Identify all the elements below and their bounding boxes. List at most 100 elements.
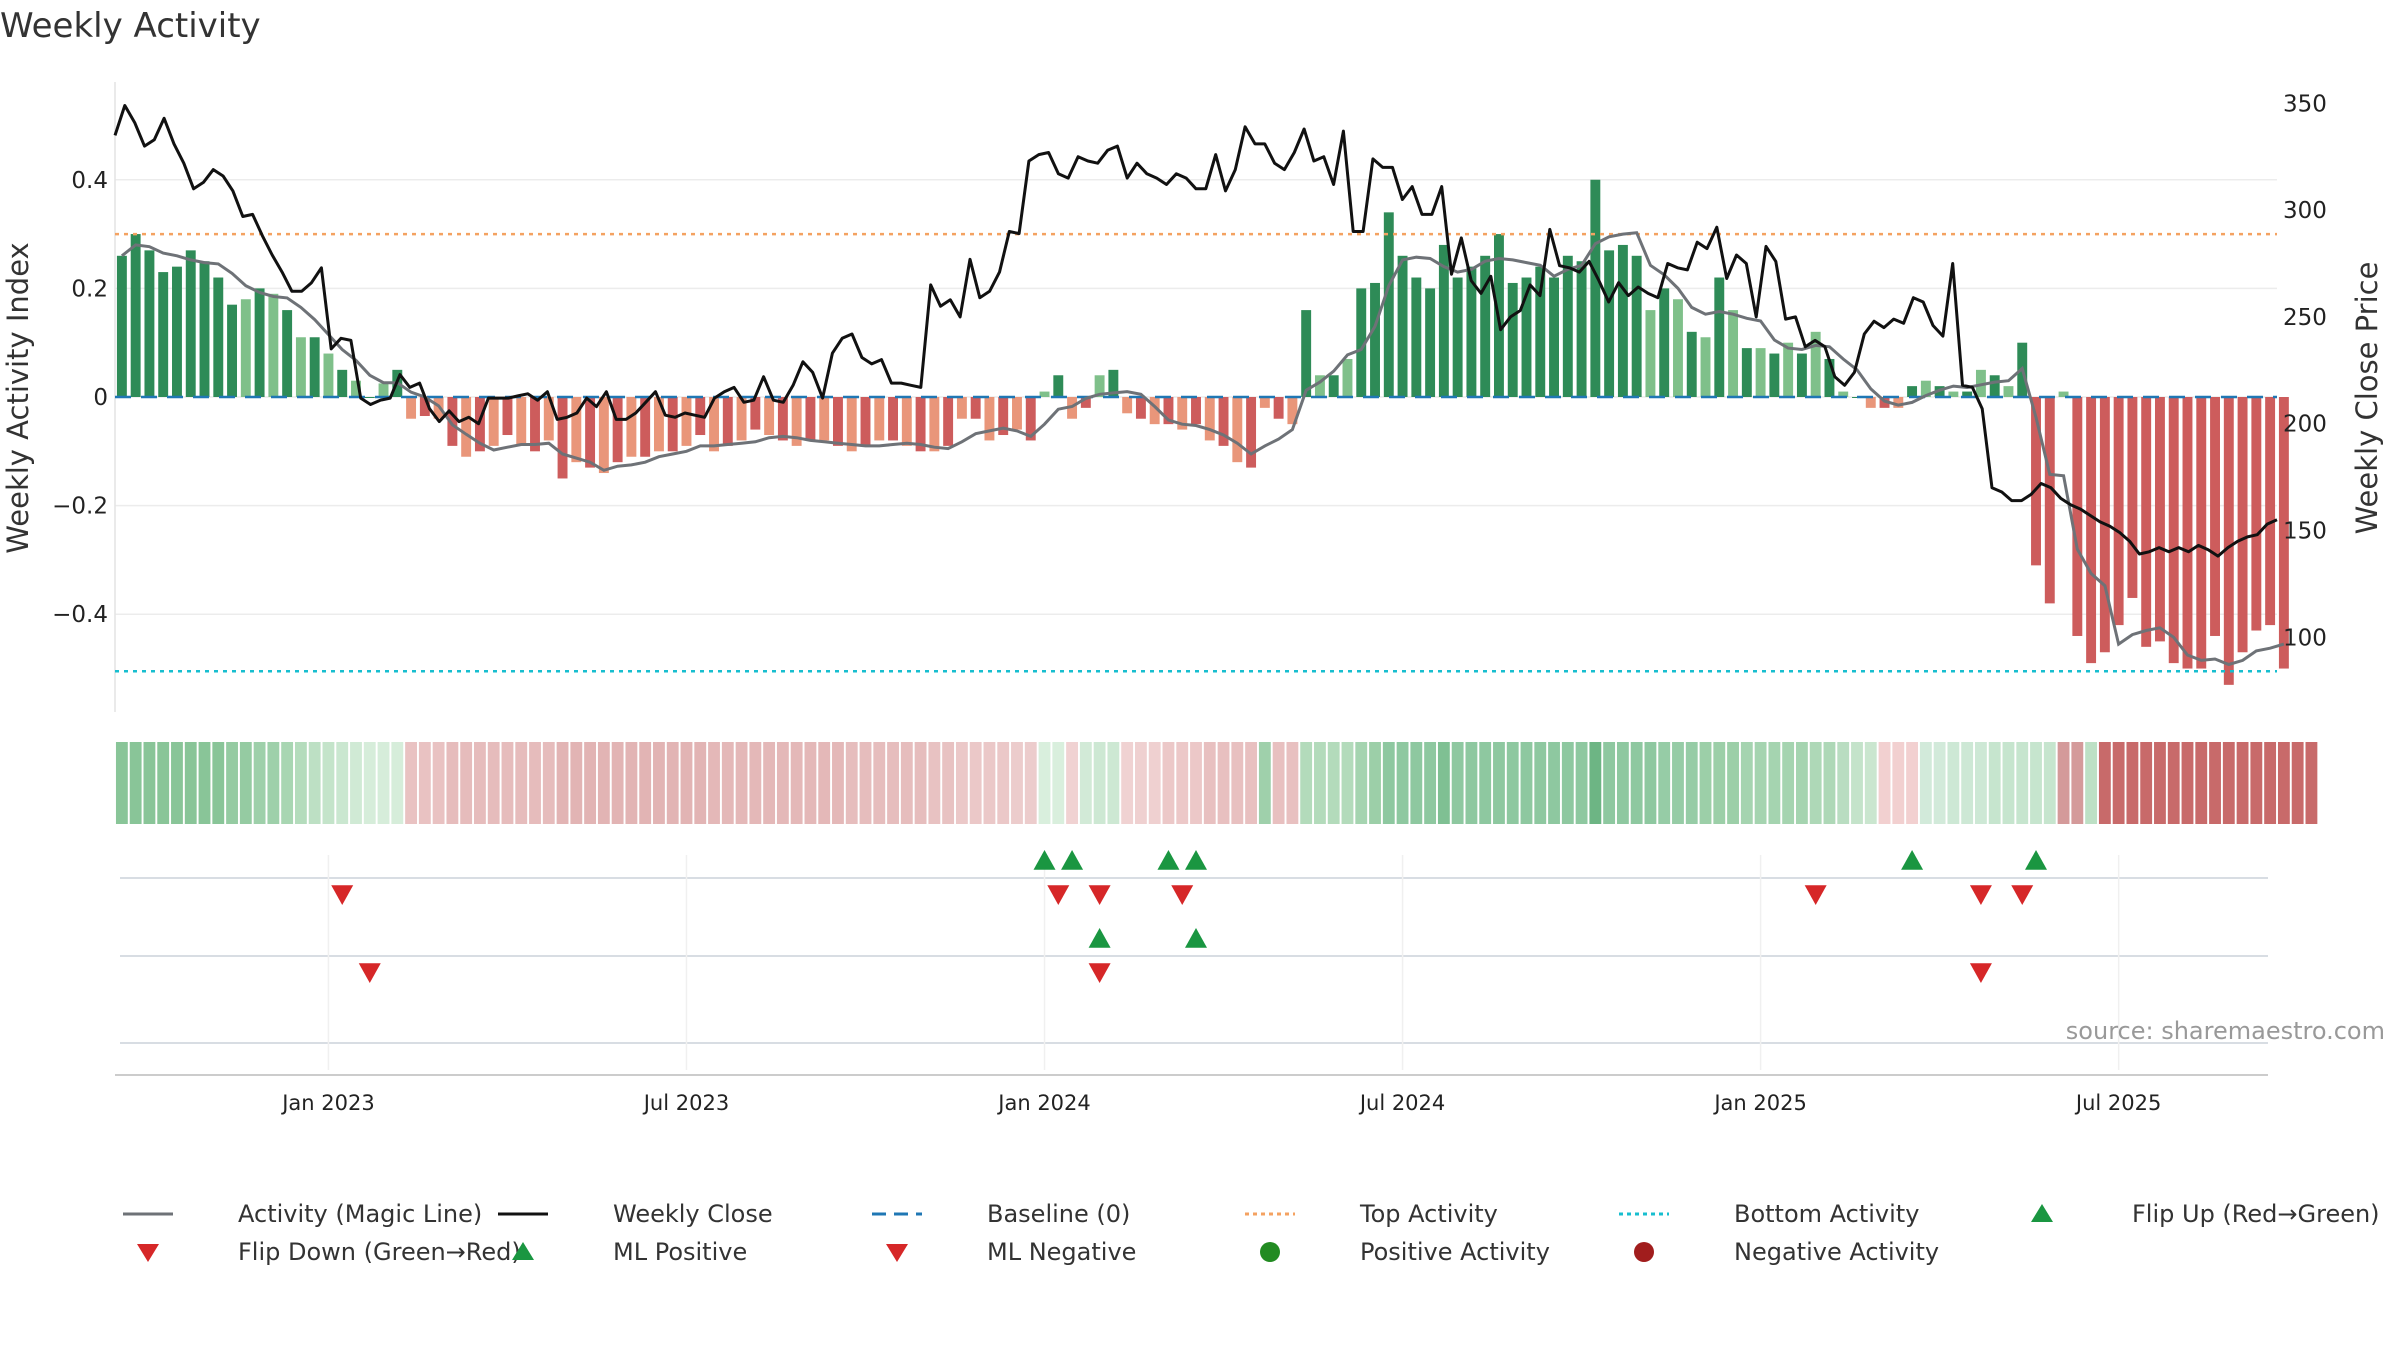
activity-heat-strip bbox=[115, 742, 2318, 824]
activity-bar bbox=[1232, 397, 1243, 463]
chart-title: Weekly Activity bbox=[0, 6, 261, 46]
strip-cell bbox=[2264, 742, 2277, 824]
strip-cell bbox=[1162, 742, 1175, 824]
activity-bar bbox=[970, 397, 981, 419]
activity-bar bbox=[1507, 282, 1518, 397]
activity-bar bbox=[1012, 397, 1022, 430]
activity-bar bbox=[1728, 310, 1739, 397]
left-tick-label: −0.2 bbox=[52, 494, 108, 520]
x-tick-label: Jan 2024 bbox=[996, 1091, 1091, 1115]
x-tick-label: Jul 2025 bbox=[2074, 1091, 2161, 1115]
activity-bar bbox=[116, 255, 127, 397]
activity-bar bbox=[2003, 386, 2014, 397]
strip-cell bbox=[171, 742, 183, 824]
activity-bar bbox=[1824, 358, 1835, 397]
x-tick-label: Jan 2023 bbox=[280, 1091, 375, 1115]
strip-cell bbox=[2291, 742, 2304, 824]
strip-cell bbox=[2154, 742, 2166, 824]
flip-up-marker bbox=[1157, 850, 1180, 870]
strip-cell bbox=[1561, 742, 1574, 824]
activity-bar bbox=[1631, 255, 1642, 397]
activity-bar bbox=[254, 288, 265, 397]
strip-cell bbox=[1795, 742, 1808, 824]
strip-cell bbox=[708, 742, 720, 824]
activity-bar bbox=[943, 397, 954, 446]
strip-cell bbox=[281, 742, 294, 824]
legend-label: Positive Activity bbox=[1360, 1238, 1550, 1266]
strip-cell bbox=[418, 742, 431, 824]
activity-bar bbox=[901, 397, 912, 446]
activity-bar bbox=[1480, 255, 1491, 397]
activity-bar bbox=[874, 397, 885, 441]
strip-cell bbox=[818, 742, 831, 824]
activity-bar bbox=[1094, 375, 1105, 397]
strip-cell bbox=[1727, 742, 1739, 824]
legend-label: ML Negative bbox=[987, 1238, 1136, 1266]
activity-bar bbox=[998, 397, 1009, 436]
activity-bar bbox=[144, 250, 155, 397]
strip-cell bbox=[391, 742, 404, 824]
strip-cell bbox=[1190, 742, 1202, 824]
activity-bar bbox=[1218, 397, 1229, 446]
strip-cell bbox=[2126, 742, 2139, 824]
strip-cell bbox=[1754, 742, 1767, 824]
activity-bar bbox=[1204, 397, 1215, 441]
legend-swatch-up bbox=[512, 1242, 534, 1260]
right-axis-ticks: 350 300 250 200 150 100 bbox=[2283, 91, 2327, 651]
ml-positive-marker bbox=[1088, 928, 1111, 948]
strip-cell bbox=[1768, 742, 1781, 824]
activity-bar bbox=[1893, 397, 1904, 408]
activity-bar bbox=[172, 266, 182, 397]
strip-cell bbox=[405, 742, 417, 824]
activity-bar bbox=[2223, 397, 2234, 685]
strip-cell bbox=[1892, 742, 1905, 824]
activity-bar bbox=[709, 397, 719, 452]
strip-cell bbox=[653, 742, 665, 824]
legend-swatch-down bbox=[137, 1244, 159, 1262]
activity-bars bbox=[116, 179, 2289, 685]
activity-bar bbox=[488, 397, 499, 446]
activity-bar bbox=[860, 397, 871, 446]
strip-cell bbox=[2209, 742, 2221, 824]
legend-label: Top Activity bbox=[1359, 1200, 1498, 1228]
strip-cell bbox=[1809, 742, 1822, 824]
activity-bar bbox=[1659, 288, 1670, 397]
activity-bar bbox=[929, 397, 940, 452]
strip-cell bbox=[1878, 742, 1891, 824]
strip-cell bbox=[1258, 742, 1271, 824]
strip-cell bbox=[1506, 742, 1519, 824]
strip-cell bbox=[2140, 742, 2153, 824]
activity-bar bbox=[1466, 266, 1477, 397]
strip-cell bbox=[1988, 742, 2001, 824]
strip-cell bbox=[1396, 742, 1409, 824]
strip-cell bbox=[529, 742, 541, 824]
strip-cell bbox=[1341, 742, 1354, 824]
legend: Activity (Magic Line) Weekly Close Baselin… bbox=[123, 1200, 2380, 1266]
strip-cell bbox=[1024, 742, 1037, 824]
strip-cell bbox=[1616, 742, 1629, 824]
activity-bar bbox=[1920, 380, 1931, 397]
x-tick-label: Jul 2023 bbox=[642, 1091, 729, 1115]
legend-label: ML Positive bbox=[613, 1238, 747, 1266]
strip-cell bbox=[432, 742, 445, 824]
strip-cell bbox=[1176, 742, 1189, 824]
strip-cell bbox=[570, 742, 583, 824]
strip-cell bbox=[680, 742, 693, 824]
strip-cell bbox=[363, 742, 376, 824]
strip-cell bbox=[1658, 742, 1671, 824]
activity-bar bbox=[268, 293, 279, 397]
flip-down-marker bbox=[1047, 885, 1070, 905]
activity-bar bbox=[1535, 266, 1546, 397]
strip-cell bbox=[1713, 742, 1726, 824]
legend-label: Activity (Magic Line) bbox=[238, 1200, 482, 1228]
strip-cell bbox=[1575, 742, 1588, 824]
source-note: source: sharemaestro.com bbox=[2066, 1017, 2385, 1045]
activity-bar bbox=[1301, 310, 1312, 397]
activity-bar bbox=[1383, 212, 1394, 397]
activity-bar bbox=[158, 272, 169, 397]
weekly-close-line bbox=[113, 104, 2278, 558]
legend-swatch-positive bbox=[1260, 1242, 1280, 1262]
strip-cell bbox=[955, 742, 968, 824]
activity-bar bbox=[956, 397, 967, 419]
left-tick-label: 0 bbox=[93, 385, 108, 411]
